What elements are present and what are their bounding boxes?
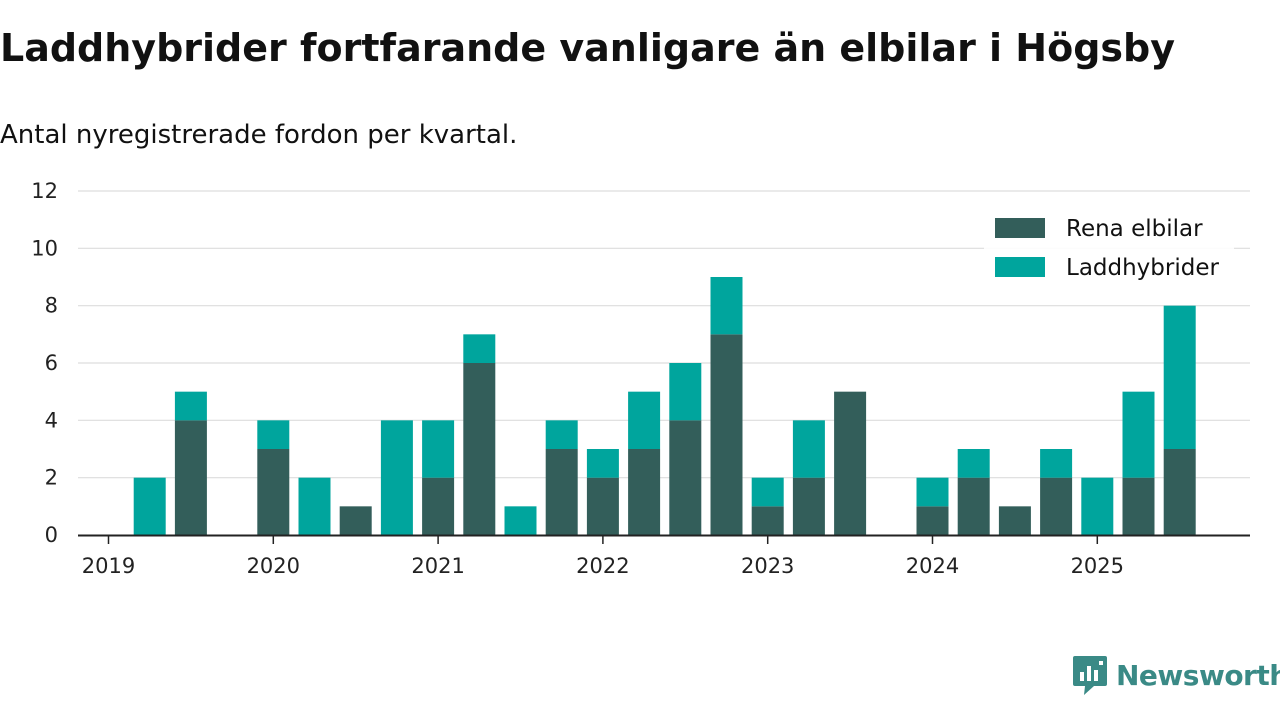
y-tick-label: 2 (45, 466, 58, 490)
chart-subtitle: Antal nyregistrerade fordon per kvartal. (0, 120, 518, 150)
bar-laddhybrider (463, 334, 496, 363)
bar-laddhybrider (1122, 391, 1155, 478)
bar-rena-elbilar (257, 449, 290, 535)
bar-rena-elbilar (545, 449, 578, 535)
legend-swatch (995, 218, 1045, 238)
bar-rena-elbilar (628, 449, 661, 535)
bar-rena-elbilar (834, 391, 867, 535)
bar-laddhybrider (586, 449, 619, 478)
bar-rena-elbilar (586, 477, 619, 535)
bar-laddhybrider (1163, 305, 1196, 449)
bar-laddhybrider (792, 420, 825, 478)
x-tick-label: 2023 (741, 554, 794, 578)
legend-label: Laddhybrider (1066, 255, 1219, 281)
bars (133, 277, 1196, 535)
bar-rena-elbilar (174, 420, 207, 535)
legend: Rena elbilar Laddhybrider (984, 208, 1234, 292)
x-tick-label: 2024 (906, 554, 959, 578)
bar-laddhybrider (133, 477, 166, 535)
brand-logo: Newsworthy (1072, 654, 1280, 696)
y-tick-label: 0 (45, 523, 58, 547)
bar-rena-elbilar (422, 477, 455, 535)
legend-label: Rena elbilar (1066, 216, 1203, 242)
bar-rena-elbilar (1122, 477, 1155, 535)
y-tick-label: 8 (45, 294, 58, 318)
bar-laddhybrider (628, 391, 661, 449)
bar-rena-elbilar (751, 506, 784, 535)
brand-name: Newsworthy (1116, 658, 1280, 692)
bar-laddhybrider (1081, 477, 1114, 535)
y-tick-label: 6 (45, 351, 58, 375)
bar-rena-elbilar (339, 506, 372, 535)
x-tick-label: 2021 (411, 554, 464, 578)
x-tick-label: 2020 (247, 554, 300, 578)
newsworthy-logo-icon (1073, 656, 1107, 695)
legend-swatch (995, 257, 1045, 277)
bar-rena-elbilar (1040, 477, 1073, 535)
bar-rena-elbilar (710, 334, 743, 535)
bar-rena-elbilar (916, 506, 949, 535)
bar-laddhybrider (957, 449, 990, 478)
bar-laddhybrider (669, 363, 702, 421)
y-tick-label: 12 (31, 179, 58, 203)
bar-laddhybrider (422, 420, 455, 478)
x-tick-label: 2019 (82, 554, 135, 578)
y-tick-label: 10 (31, 236, 58, 260)
bar-laddhybrider (916, 477, 949, 507)
bar-laddhybrider (257, 420, 290, 449)
bar-rena-elbilar (792, 477, 825, 535)
chart-title: Laddhybrider fortfarande vanligare än el… (0, 26, 1175, 70)
bar-laddhybrider (1040, 449, 1073, 478)
bar-rena-elbilar (463, 363, 496, 535)
bar-rena-elbilar (957, 477, 990, 535)
bar-laddhybrider (298, 477, 331, 535)
bar-laddhybrider (174, 391, 207, 421)
bar-rena-elbilar (998, 506, 1031, 535)
y-tick-label: 4 (45, 408, 58, 432)
bar-rena-elbilar (669, 420, 702, 535)
x-tick-label: 2022 (576, 554, 629, 578)
bar-rena-elbilar (1163, 449, 1196, 535)
x-tick-label: 2025 (1071, 554, 1124, 578)
bar-laddhybrider (545, 420, 578, 449)
bar-laddhybrider (751, 477, 784, 507)
bar-laddhybrider (380, 420, 413, 535)
axes: 0 2 4 6 8 10 12 2019 2020 2021 2022 2023 2024 2025 (31, 179, 1250, 578)
bar-laddhybrider (504, 506, 537, 535)
bar-laddhybrider (710, 277, 743, 335)
